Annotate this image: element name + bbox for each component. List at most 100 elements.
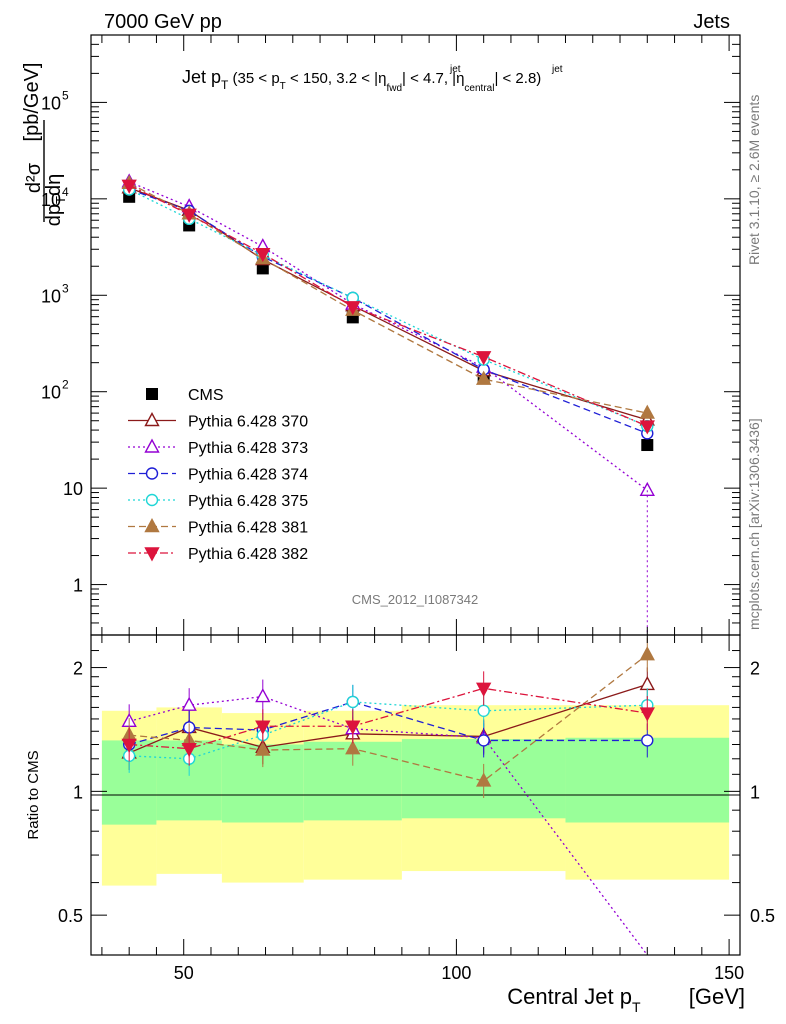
ratio-point-5-1 <box>181 742 197 758</box>
ratio-point-5-4 <box>475 682 492 697</box>
ratio-point-5-3 <box>345 720 361 735</box>
ratio-y-tick-label-right-2: 2 <box>750 659 760 679</box>
svg-text:Jet pT (35 < pT < 150, 3.2 < |: Jet pT (35 < pT < 150, 3.2 < |ηfwd| < 4.… <box>182 67 541 94</box>
legend-label-0: CMS <box>188 387 224 404</box>
main-y-tick-label-5: 10 <box>41 93 61 113</box>
main-y-tick-label-4: 10 <box>41 190 61 210</box>
main-y-axis-label: d²σ dpTdη [pb/GeV] <box>21 63 68 227</box>
ratio-series-5 <box>121 671 655 766</box>
legend-marker-6 <box>144 547 160 562</box>
main-y-tick-label-0: 1 <box>73 576 83 596</box>
legend-marker-2 <box>144 438 160 453</box>
analysis-label: CMS_2012_I1087342 <box>352 592 479 607</box>
header-right: Jets <box>693 11 730 33</box>
main-point-6-0 <box>121 179 137 194</box>
legend-marker-5 <box>144 518 160 533</box>
legend-label-5: Pythia 6.428 381 <box>188 520 308 537</box>
main-y-tick-label-2: 10 <box>41 383 61 403</box>
svg-text:T: T <box>632 999 641 1015</box>
main-series-6 <box>121 179 655 435</box>
main-title: Jet pT (35 < pT < 150, 3.2 < |ηfwd| < 4.… <box>182 64 563 94</box>
legend: CMS Pythia 6.428 370 Pythia 6.428 373 Pythi… <box>128 387 308 563</box>
ratio-point-1-1 <box>181 696 197 711</box>
ratio-y-axis-label: Ratio to CMS <box>25 750 42 839</box>
ratio-y-tick-label-right-0: 0.5 <box>750 906 775 926</box>
legend-item-1: Pythia 6.428 370 <box>128 412 308 431</box>
legend-marker-3 <box>145 467 159 480</box>
svg-text:dpTdη: dpTdη <box>43 174 68 226</box>
ratio-point-4-3 <box>345 740 361 755</box>
legend-label-1: Pythia 6.428 370 <box>188 414 308 431</box>
main-series-5 <box>121 174 655 419</box>
ratio-point-4-2 <box>255 741 271 756</box>
ratio-y-tick-label-1: 1 <box>73 782 83 802</box>
x-axis-label: Central Jet p T [GeV] <box>507 984 745 1015</box>
svg-text:d²σ: d²σ <box>23 162 45 193</box>
legend-label-3: Pythia 6.428 374 <box>188 467 308 484</box>
legend-label-6: Pythia 6.428 382 <box>188 546 308 563</box>
main-series-line-6 <box>128 184 648 427</box>
svg-text:[GeV]: [GeV] <box>689 984 745 1009</box>
legend-item-6: Pythia 6.428 382 <box>128 546 308 563</box>
ratio-point-3-3 <box>346 695 359 709</box>
main-point-5-4 <box>475 370 492 385</box>
main-point-6-4 <box>475 351 492 366</box>
main-y-tick-label-1: 10 <box>63 479 83 499</box>
ratio-point-5-0 <box>121 738 137 753</box>
main-point-0-2 <box>256 262 269 275</box>
svg-text:jet: jet <box>551 64 563 75</box>
ratio-series-line-4 <box>129 654 648 782</box>
header-left: 7000 GeV pp <box>104 11 222 33</box>
legend-item-2: Pythia 6.428 373 <box>128 438 308 457</box>
ratio-point-5-5 <box>639 707 655 722</box>
main-y-tick-label-3: 10 <box>41 286 61 306</box>
legend-marker-1 <box>144 412 160 427</box>
ratio-series-line-1 <box>129 695 648 956</box>
main-y-tick-label-exp-5: 5 <box>62 88 69 102</box>
ratio-point-2-5 <box>641 734 654 747</box>
main-point-6-1 <box>181 208 197 223</box>
ratio-y-tick-label-2: 2 <box>73 659 83 679</box>
ratio-y-tick-label-0: 0.5 <box>58 906 83 926</box>
side-bottom-label: mcplots.cern.ch [arXiv:1306.3436] <box>746 418 762 630</box>
legend-item-0: CMS <box>146 387 224 404</box>
ratio-point-1-2 <box>255 688 271 703</box>
legend-item-3: Pythia 6.428 374 <box>128 467 308 484</box>
ratio-y-tick-label-right-1: 1 <box>750 782 760 802</box>
x-tick-label-1: 100 <box>441 963 471 983</box>
main-series-line-1 <box>128 187 648 421</box>
legend-item-5: Pythia 6.428 381 <box>128 518 308 537</box>
ratio-point-5-2 <box>255 720 271 735</box>
ratio-series-line-5 <box>129 687 648 750</box>
svg-text:[pb/GeV]: [pb/GeV] <box>21 63 43 142</box>
legend-label-4: Pythia 6.428 375 <box>188 493 308 510</box>
main-series-line-5 <box>128 182 648 414</box>
main-point-6-2 <box>255 247 271 263</box>
ratio-point-4-4 <box>475 772 492 787</box>
main-point-6-5 <box>639 420 655 435</box>
ratio-panel: 0.5 0.5 1 1 2 2 50 100 150 Ratio to CMS <box>25 634 775 983</box>
legend-item-4: Pythia 6.428 375 <box>128 493 308 510</box>
ratio-frame <box>90 634 741 956</box>
main-point-0-5 <box>641 439 654 452</box>
main-series-line-4 <box>128 188 648 427</box>
legend-marker-0 <box>146 388 158 400</box>
legend-label-2: Pythia 6.428 373 <box>188 440 308 457</box>
svg-text:jet: jet <box>449 64 461 75</box>
ratio-point-4-5 <box>639 646 655 661</box>
side-top-label: Rivet 3.1.10, ≥ 2.6M events <box>746 95 762 265</box>
legend-marker-4 <box>145 493 159 507</box>
main-point-6-3 <box>345 301 361 316</box>
ratio-point-2-4 <box>477 734 490 747</box>
x-tick-label-0: 50 <box>174 963 194 983</box>
main-y-tick-label-exp-2: 2 <box>62 378 69 392</box>
ratio-point-0-5 <box>639 675 655 691</box>
x-tick-label-2: 150 <box>714 963 744 983</box>
main-y-tick-label-exp-3: 3 <box>62 281 69 295</box>
ratio-point-3-4 <box>477 704 490 717</box>
svg-text:Central Jet p: Central Jet p <box>507 984 632 1009</box>
main-y-tick-label-exp-4: 4 <box>62 185 69 199</box>
ratio-series-line-3 <box>129 701 648 760</box>
